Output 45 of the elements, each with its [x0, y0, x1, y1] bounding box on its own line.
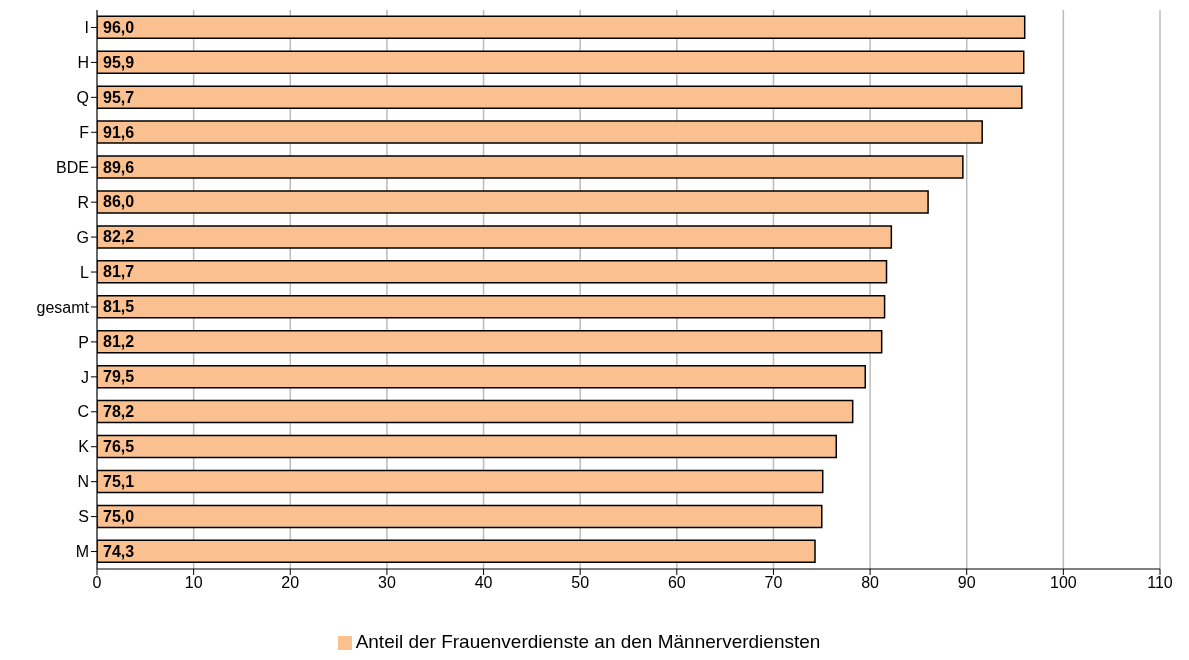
- data-label: 75,1: [103, 472, 135, 490]
- y-tick-label: J: [81, 368, 89, 386]
- x-tick-label: 60: [667, 574, 686, 592]
- y-tick-label: S: [78, 508, 89, 526]
- data-label: 79,5: [103, 368, 135, 386]
- data-label: 82,2: [103, 228, 135, 246]
- data-label: 81,7: [103, 263, 135, 281]
- data-label: 75,0: [103, 507, 135, 525]
- y-tick-label: M: [75, 543, 89, 561]
- x-tick-label: 10: [184, 574, 203, 592]
- y-tick-label: C: [77, 403, 89, 421]
- y-tick-label: gesamt: [36, 298, 90, 316]
- x-tick-label: 80: [861, 574, 880, 592]
- data-label: 86,0: [103, 193, 135, 211]
- y-tick-label: I: [84, 19, 89, 37]
- y-tick-label: N: [77, 473, 89, 491]
- x-tick-label: 0: [92, 574, 102, 592]
- legend-label: Anteil der Frauenverdienste an den Männerverdiensten: [355, 631, 821, 652]
- y-tick-label: P: [78, 333, 89, 351]
- y-tick-label: L: [80, 263, 90, 281]
- y-tick-label: Q: [76, 89, 89, 107]
- data-label: 95,7: [103, 88, 135, 106]
- x-tick-label: 110: [1147, 574, 1173, 592]
- y-tick-label: F: [79, 123, 90, 141]
- y-tick-label: K: [78, 438, 90, 456]
- data-label: 74,3: [103, 542, 135, 560]
- x-tick-label: 90: [957, 574, 976, 592]
- x-tick-label: 40: [474, 574, 493, 592]
- data-label: 91,6: [103, 123, 135, 141]
- data-label: 76,5: [103, 438, 135, 456]
- y-tick-label: G: [76, 228, 89, 246]
- x-tick-label: 30: [378, 574, 396, 592]
- data-label: 95,9: [103, 53, 135, 71]
- data-label: 89,6: [103, 158, 135, 176]
- data-label: 78,2: [103, 403, 135, 421]
- data-label: 81,5: [103, 298, 135, 316]
- x-tick-label: 20: [281, 574, 300, 592]
- x-tick-label: 100: [1050, 574, 1077, 592]
- data-label: 81,2: [103, 333, 135, 351]
- y-tick-label: R: [77, 193, 89, 211]
- y-tick-label: BDE: [56, 158, 89, 176]
- x-tick-label: 70: [764, 574, 783, 592]
- data-label: 96,0: [103, 18, 135, 36]
- x-tick-label: 50: [571, 574, 590, 592]
- y-tick-label: H: [77, 54, 89, 72]
